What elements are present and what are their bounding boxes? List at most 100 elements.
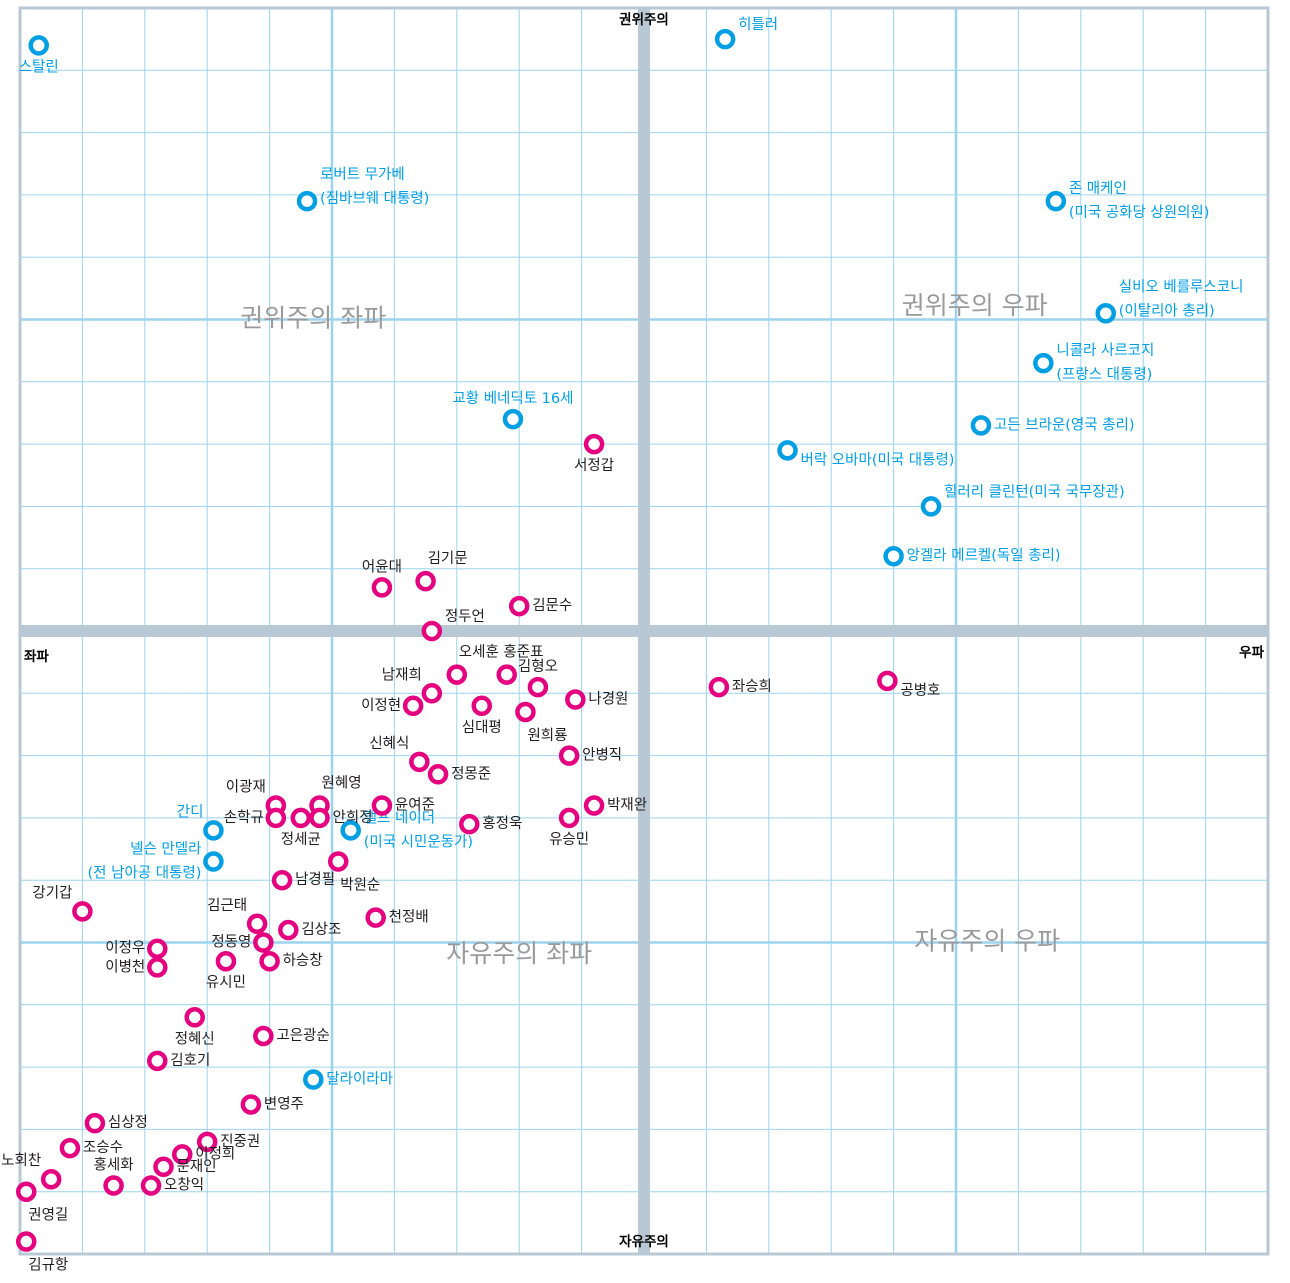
data-point-marker <box>415 570 436 592</box>
data-point-marker <box>59 1137 81 1159</box>
data-point-group: 서정갑 <box>574 433 614 474</box>
data-point-marker <box>877 670 898 692</box>
data-point-label-line: 정두언 <box>445 608 485 625</box>
data-point-marker <box>265 807 287 829</box>
data-point-group: 김기문 <box>415 550 468 592</box>
data-point-marker <box>15 1181 37 1202</box>
data-point-label-line: 존 매케인 <box>1069 180 1127 197</box>
data-point-marker <box>196 1131 218 1153</box>
data-point-label: 좌승희 <box>732 678 772 695</box>
data-point-label-line: 교황 베네딕토 16세 <box>452 390 573 407</box>
data-point-marker <box>471 695 493 717</box>
data-point-marker <box>253 932 274 953</box>
data-point-group: 원혜영 <box>309 774 362 816</box>
data-point-label: 정몽준 <box>451 765 491 782</box>
data-point-label: 스탈린 <box>19 58 59 75</box>
data-point-marker <box>28 35 49 56</box>
data-point-label-line: 오세훈 홍준표 <box>459 644 544 661</box>
data-point-group: 교황 베네딕토 16세 <box>452 390 573 430</box>
data-point-group: 김규항 <box>15 1231 68 1274</box>
data-point-group: 김호기 <box>147 1050 210 1072</box>
data-point-label: 박원순 <box>340 877 380 894</box>
data-point-group: 문재인 <box>153 1156 217 1178</box>
data-point-label: 안병직 <box>582 747 622 764</box>
data-point-label-line: 유승민 <box>549 831 589 848</box>
data-point-label-line: 심상정 <box>108 1114 148 1131</box>
data-point-label-line: 이정우 <box>105 940 145 957</box>
data-point-marker <box>508 595 530 617</box>
data-point-label-line: 김기문 <box>428 550 468 567</box>
data-point-group: 간디 <box>177 803 224 841</box>
data-point-group: 오창익 <box>140 1175 204 1196</box>
data-point-label: 노회찬 <box>1 1152 41 1169</box>
data-point-marker <box>565 689 586 710</box>
data-point-group: 공병호 <box>877 670 940 699</box>
data-point-label: 버락 오바마(미국 대통령) <box>801 451 955 468</box>
data-point-label: 로버트 무가베 (짐바브웨 대통령) <box>320 166 429 207</box>
data-point-label: 앙겔라 메르켈(독일 총리) <box>907 547 1061 564</box>
data-point-label-line: 권영길 <box>28 1207 68 1224</box>
data-point-label: 교황 베네딕토 16세 <box>452 390 573 407</box>
data-point-marker <box>15 1231 37 1252</box>
data-point-marker <box>558 745 580 766</box>
data-point-group: 조승수 <box>59 1137 123 1159</box>
data-point-group: 버락 오바마(미국 대통령) <box>777 440 955 468</box>
data-point-group: 김형오 <box>518 658 558 698</box>
data-point-label-line: 신혜식 <box>369 735 409 752</box>
data-point-group: 나경원 <box>565 689 628 710</box>
data-point-marker <box>278 919 299 941</box>
data-point-label-line: (이탈리아 총리) <box>1119 302 1215 319</box>
data-point-label: 심대평 <box>462 719 502 736</box>
data-point-group: 심상정 <box>84 1112 148 1134</box>
data-point-label-line: 고든 브라운(영국 총리) <box>994 416 1135 433</box>
data-point-group: 랠프 네이더 (미국 시민운동가) <box>340 809 473 850</box>
data-point-group: 박원순 <box>327 851 380 894</box>
data-point-group: 이정희 <box>171 1144 235 1165</box>
data-point-label-line: 이정현 <box>361 697 401 714</box>
data-point-marker <box>171 1144 193 1165</box>
data-point-label: 오세훈 홍준표 <box>459 644 544 661</box>
data-point-group: 정몽준 <box>427 764 491 785</box>
axis-label-bottom: 자유주의 <box>619 1233 669 1250</box>
data-point-label-line: (프랑스 대통령) <box>1056 366 1152 383</box>
data-point-label: 심상정 <box>108 1114 148 1131</box>
data-point-group: 유승민 <box>549 807 589 848</box>
data-point-label: 김형오 <box>518 658 558 675</box>
data-point-marker <box>84 1112 106 1134</box>
data-point-label: 니콜라 사르코지 (프랑스 대통령) <box>1056 342 1154 383</box>
data-point-label: 김기문 <box>428 550 468 567</box>
data-point-label-line: 손학규 <box>224 809 264 826</box>
data-point-label-line: 노회찬 <box>1 1152 41 1169</box>
data-point-label-line: 공병호 <box>900 682 940 699</box>
data-point-label: 하승창 <box>283 952 323 969</box>
data-point-label: 유승민 <box>549 831 589 848</box>
data-point-marker <box>147 1050 168 1072</box>
data-point-label-line: 고은광순 <box>276 1027 329 1044</box>
data-point-label-line: 이정희 <box>195 1145 235 1162</box>
data-point-label-line: 니콜라 사르코지 <box>1056 342 1154 359</box>
data-point-label-line: 하승창 <box>283 952 323 969</box>
data-point-marker <box>290 807 312 829</box>
data-point-label: 넬슨 만델라 (전 남아공 대통령) <box>88 841 202 882</box>
data-point-marker <box>140 1175 162 1196</box>
data-point-label-line: 심대평 <box>462 719 502 736</box>
data-point-group: 스탈린 <box>19 35 59 75</box>
data-point-label: 김상조 <box>301 921 341 938</box>
data-point-group: 정동영 <box>211 932 274 953</box>
data-point-group: 히틀러 <box>714 16 778 50</box>
data-point-marker <box>1045 190 1067 212</box>
data-point-label-line: (미국 시민운동가) <box>364 833 473 850</box>
data-point-marker <box>558 807 580 829</box>
data-point-marker <box>147 957 168 978</box>
data-point-marker <box>515 701 536 723</box>
data-point-group: 권영길 <box>15 1181 68 1224</box>
data-point-marker <box>371 577 393 598</box>
data-point-marker <box>240 1094 262 1115</box>
data-point-group: 원희룡 <box>515 701 567 744</box>
data-point-label: 공병호 <box>900 682 940 699</box>
data-point-group: 남재희 <box>382 666 443 704</box>
data-point-group: 어윤대 <box>362 558 402 598</box>
data-point-marker <box>883 545 904 567</box>
